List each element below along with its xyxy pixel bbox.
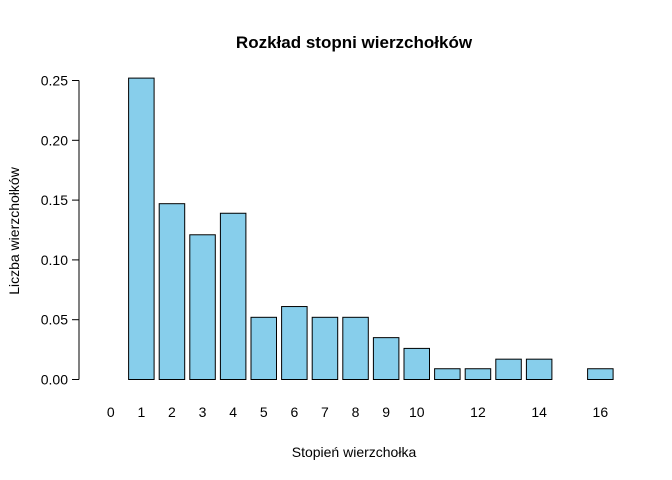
bar-7	[311, 316, 339, 381]
y-tick-label: 0.20	[41, 132, 68, 148]
bar-10	[403, 347, 430, 380]
bar-16	[587, 368, 614, 380]
y-tick-label: 0.00	[41, 372, 68, 388]
bar-6	[281, 306, 308, 381]
x-tick-label: 12	[470, 404, 486, 420]
bar-8	[342, 316, 369, 381]
x-tick-label: 4	[229, 404, 237, 420]
bar-2	[158, 203, 186, 380]
x-tick-label: 10	[409, 404, 425, 420]
y-axis-label: Liczba wierzchołków	[6, 166, 22, 294]
y-tick-label: 0.25	[41, 73, 68, 89]
x-tick-labels: 0 1 2 3 4 5 6 7 8 9 10 12 14 16	[107, 404, 608, 420]
bar-4	[219, 212, 247, 380]
x-tick-label: 7	[321, 404, 329, 420]
y-axis: 0.00 0.05 0.10 0.15 0.20 0.25	[41, 73, 80, 388]
x-tick-label: 5	[260, 404, 268, 420]
x-tick-label: 6	[290, 404, 298, 420]
x-tick-label: 9	[382, 404, 390, 420]
bar-12	[464, 368, 492, 380]
bars-group	[128, 77, 614, 381]
x-tick-label: 16	[593, 404, 609, 420]
x-tick-label: 1	[137, 404, 145, 420]
bar-5	[250, 316, 277, 381]
y-tick-label: 0.05	[41, 312, 68, 328]
x-axis-label: Stopień wierzchołka	[292, 444, 417, 460]
y-tick-label: 0.15	[41, 192, 68, 208]
bar-9	[372, 337, 400, 381]
y-tick-label: 0.10	[41, 252, 68, 268]
bar-14	[525, 358, 553, 380]
bar-1	[128, 77, 155, 380]
bar-3	[189, 234, 216, 380]
x-tick-label: 8	[352, 404, 360, 420]
x-tick-label: 2	[168, 404, 176, 420]
x-tick-label: 3	[199, 404, 207, 420]
x-tick-label: 0	[107, 404, 115, 420]
chart-title: Rozkład stopni wierzchołków	[236, 33, 473, 52]
bar-13	[495, 358, 522, 380]
bar-11	[434, 368, 461, 380]
x-tick-label: 14	[531, 404, 547, 420]
